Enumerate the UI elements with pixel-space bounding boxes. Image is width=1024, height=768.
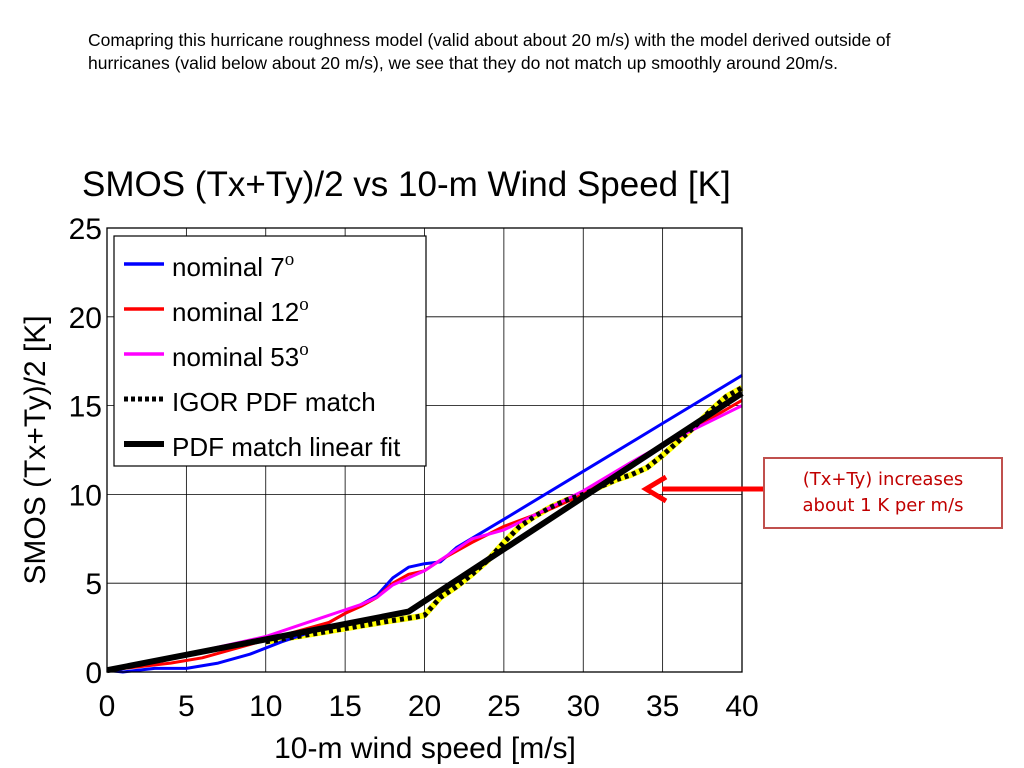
y-tick-label: 5 [85,568,102,601]
legend-label: nominal 7o [172,249,294,282]
y-tick-label: 15 [69,391,102,424]
plot-frame [106,227,743,673]
legend-box [113,235,427,467]
series-line-4 [265,385,744,645]
x-tick-label: 25 [487,690,520,723]
legend-label: nominal 12o [172,294,309,327]
intro-text: Comapring this hurricane roughness model… [88,30,891,73]
smos-wind-speed-chart: SMOS (Tx+Ty)/2 vs 10-m Wind Speed [K] 0 5… [19,165,759,765]
x-tick-label: 40 [725,690,758,723]
x-tick-label: 20 [408,690,441,723]
chart-title: SMOS (Tx+Ty)/2 vs 10-m Wind Speed [K] [82,165,731,204]
y-tick-label: 10 [69,479,102,512]
series-line-5 [106,390,744,674]
left-arrow-icon [641,474,763,504]
callout-line-1: (Tx+Ty) increases [802,469,964,490]
y-tick-label: 25 [69,213,102,246]
chart-axes: 0 5 10 15 20 25 30 35 40 0 5 10 15 20 25 [69,213,759,723]
chart-series-layer [106,374,744,674]
legend-label: PDF match linear fit [172,432,401,462]
legend-label: nominal 53o [172,339,309,372]
x-tick-label: 0 [99,690,116,723]
x-tick-label: 15 [328,690,361,723]
x-tick-label: 35 [646,690,679,723]
y-axis-label: SMOS (Tx+Ty)/2 [K] [19,315,52,584]
x-axis-label: 10-m wind speed [m/s] [274,732,576,765]
x-tick-label: 5 [178,690,195,723]
x-tick-label: 30 [567,690,600,723]
callout-line-2: about 1 K per m/s [802,495,964,516]
chart-legend: nominal 7o nominal 12o nominal 53o IGOR PDF… [113,235,427,467]
y-tick-label: 0 [85,657,102,690]
callout-box: (Tx+Ty) increases about 1 K per m/s [763,457,1003,529]
x-tick-label: 10 [249,690,282,723]
legend-label: IGOR PDF match [172,387,376,417]
y-tick-label: 20 [69,302,102,335]
